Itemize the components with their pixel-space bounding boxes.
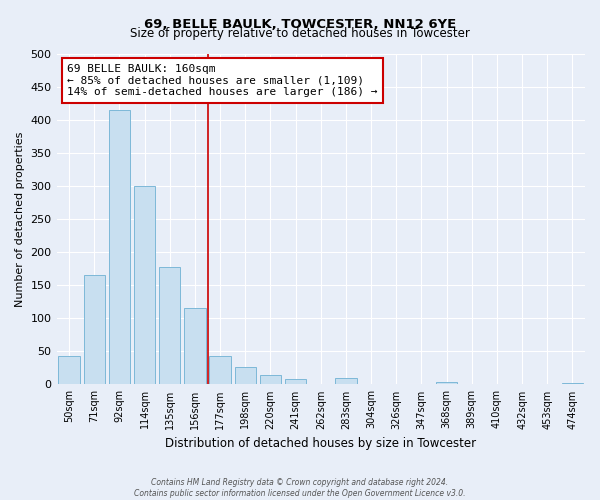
Text: Size of property relative to detached houses in Towcester: Size of property relative to detached ho… xyxy=(130,28,470,40)
Bar xyxy=(184,308,206,384)
Bar xyxy=(285,379,307,384)
Bar xyxy=(58,356,80,384)
Text: 69, BELLE BAULK, TOWCESTER, NN12 6YE: 69, BELLE BAULK, TOWCESTER, NN12 6YE xyxy=(144,18,456,30)
Bar xyxy=(260,375,281,384)
Bar xyxy=(83,276,105,384)
Bar xyxy=(335,378,356,384)
Bar xyxy=(562,383,583,384)
Bar xyxy=(109,110,130,384)
Text: 69 BELLE BAULK: 160sqm
← 85% of detached houses are smaller (1,109)
14% of semi-: 69 BELLE BAULK: 160sqm ← 85% of detached… xyxy=(67,64,377,97)
Text: Contains HM Land Registry data © Crown copyright and database right 2024.
Contai: Contains HM Land Registry data © Crown c… xyxy=(134,478,466,498)
Bar xyxy=(209,356,231,384)
Bar xyxy=(436,382,457,384)
Bar xyxy=(159,268,181,384)
Bar xyxy=(134,186,155,384)
X-axis label: Distribution of detached houses by size in Towcester: Distribution of detached houses by size … xyxy=(165,437,476,450)
Y-axis label: Number of detached properties: Number of detached properties xyxy=(15,132,25,307)
Bar xyxy=(235,366,256,384)
Title: 69, BELLE BAULK, TOWCESTER, NN12 6YE
Size of property relative to detached house: 69, BELLE BAULK, TOWCESTER, NN12 6YE Siz… xyxy=(0,499,1,500)
